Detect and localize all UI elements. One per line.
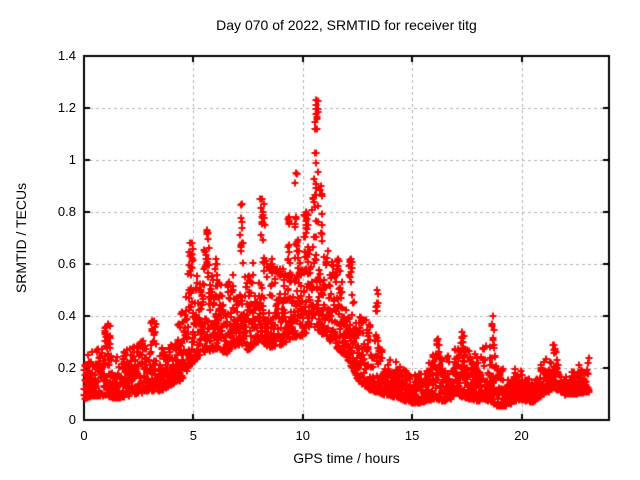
- y-tick-label: 1.4: [57, 48, 76, 63]
- y-tick-label: 0: [68, 412, 76, 427]
- x-axis-label: GPS time / hours: [293, 450, 400, 466]
- y-tick-label: 1.2: [57, 100, 76, 115]
- x-tick-label: 20: [514, 428, 529, 443]
- x-tick-label: 0: [80, 428, 88, 443]
- x-tick-label: 10: [295, 428, 310, 443]
- y-tick-label: 1: [68, 152, 76, 167]
- y-tick-label: 0.8: [57, 204, 76, 219]
- y-axis-label: SRMTID / TECUs: [13, 182, 29, 294]
- x-tick-label: 15: [404, 428, 420, 443]
- y-tick-label: 0.2: [57, 360, 76, 375]
- chart-title: Day 070 of 2022, SRMTID for receiver tit…: [216, 17, 477, 33]
- y-tick-label: 0.6: [57, 256, 76, 271]
- x-tick-label: 5: [189, 428, 197, 443]
- y-tick-label: 0.4: [57, 308, 76, 323]
